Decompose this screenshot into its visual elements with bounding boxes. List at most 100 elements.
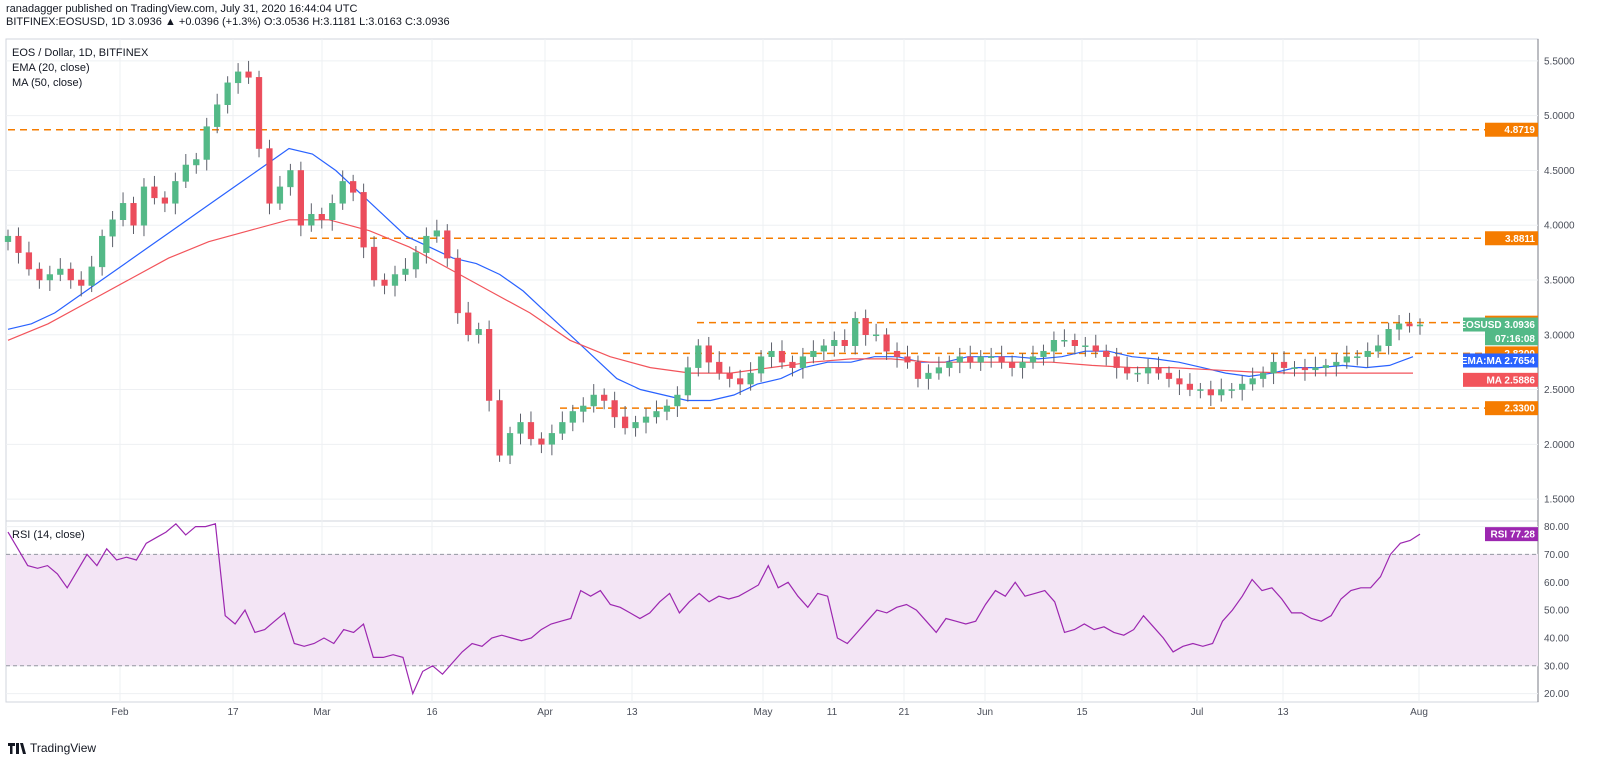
candle-body — [1176, 378, 1183, 385]
y-tick-label: 2.0000 — [1544, 440, 1575, 451]
candle-body — [967, 356, 974, 363]
rsi-band — [6, 553, 1538, 667]
candle-body — [1197, 389, 1204, 391]
candle-body — [768, 350, 775, 357]
candle-body — [517, 422, 524, 434]
chart-header: ranadagger published on TradingView.com,… — [6, 3, 450, 29]
candle-body — [1071, 340, 1078, 346]
candle-body — [569, 411, 576, 423]
candle-body — [78, 279, 85, 286]
candle-body — [1249, 378, 1256, 385]
price-badge-label: EOSUSD 3.0936 — [1459, 320, 1535, 331]
candle-body — [1134, 372, 1141, 375]
candle-body — [151, 186, 158, 199]
rsi-tick-label: 70.00 — [1544, 550, 1569, 561]
candle-body — [1291, 367, 1298, 369]
moving-averages — [7, 147, 1414, 402]
candle-body — [1155, 367, 1162, 374]
legend-title: EOS / Dollar, 1D, BITFINEX — [12, 47, 149, 59]
candle-body — [1375, 345, 1382, 352]
candle-body — [1144, 367, 1152, 374]
axes: Feb 17 Mar 16 Apr 13 May 11 21 Jun 15 Jul 13 Aug 1.500… — [111, 56, 1575, 718]
candle-body — [329, 203, 336, 220]
candle-body — [255, 77, 263, 149]
symbol-ohlc-line: BITFINEX:EOSUSD, 1D 3.0936 ▲ +0.0396 (+1… — [6, 16, 450, 28]
ema-line — [7, 147, 1414, 402]
legend-ma: MA (50, close) — [12, 77, 82, 89]
candle-body — [381, 279, 388, 286]
candle-body — [820, 345, 827, 352]
candle-body — [15, 235, 22, 253]
candle-body — [130, 203, 137, 226]
candle-body — [601, 394, 608, 401]
x-tick-label: 16 — [426, 707, 438, 718]
candle-body — [140, 186, 148, 226]
candle-body — [1395, 323, 1403, 330]
candle-body — [287, 170, 294, 188]
candle-body — [747, 372, 754, 385]
horizontal-levels — [8, 128, 1538, 409]
candle-body — [559, 422, 566, 434]
candle-body — [757, 356, 765, 374]
candle-body — [977, 356, 984, 363]
candle-body — [1113, 356, 1120, 368]
candle-body — [831, 340, 838, 346]
tradingview-logo-icon — [8, 742, 26, 754]
candle-body — [538, 438, 545, 445]
candle-body — [465, 312, 472, 336]
candle-body — [1040, 350, 1047, 357]
candle-body — [778, 350, 786, 363]
candle-body — [1050, 340, 1058, 352]
y-tick-label: 2.5000 — [1544, 385, 1575, 396]
candle-body — [935, 367, 943, 374]
candle-body — [67, 268, 74, 281]
candle-body — [1280, 361, 1288, 368]
candle-body — [46, 274, 53, 281]
candle-body — [1082, 345, 1089, 347]
footer: TradingView — [8, 741, 96, 755]
candle-body — [1228, 389, 1235, 391]
candle-body — [852, 318, 859, 346]
legend-rsi: RSI (14, close) — [12, 529, 85, 541]
x-tick-label: Jul — [1191, 707, 1204, 718]
candle-body — [297, 170, 304, 226]
candle-body — [705, 345, 712, 363]
candle-body — [109, 219, 116, 237]
candle-body — [1061, 340, 1068, 342]
candle-body — [883, 334, 890, 352]
y-tick-label: 5.5000 — [1544, 56, 1575, 67]
candle-body — [444, 230, 451, 259]
level-badge-label: 3.8811 — [1505, 234, 1535, 245]
candle-body — [36, 268, 43, 281]
candle-body — [402, 268, 409, 275]
candle-body — [161, 197, 169, 204]
candle-body — [224, 82, 231, 105]
candle-body — [1322, 365, 1329, 368]
candle-body — [653, 411, 660, 418]
level-badge-label: 2.3300 — [1504, 404, 1535, 415]
x-tick-label: 13 — [626, 707, 638, 718]
x-tick-label: 13 — [1277, 707, 1289, 718]
brand-text: TradingView — [30, 741, 97, 755]
candle-body — [1343, 356, 1350, 363]
candle-body — [88, 266, 95, 286]
x-tick-label: Feb — [111, 707, 129, 718]
candle-body — [580, 405, 587, 412]
candle-body — [1312, 367, 1319, 371]
rsi-tick-label: 80.00 — [1544, 522, 1569, 533]
candles — [4, 60, 1424, 465]
candle-body — [360, 192, 367, 248]
level-badge — [1485, 122, 1538, 137]
candle-body — [370, 246, 378, 281]
candle-body — [611, 400, 618, 418]
candle-body — [1008, 361, 1016, 368]
candle-body — [893, 350, 901, 357]
candle-body — [193, 159, 200, 166]
candle-body — [1270, 361, 1277, 374]
candle-body — [423, 235, 430, 253]
legend-ema: EMA (20, close) — [12, 62, 90, 74]
candle-body — [1165, 372, 1173, 379]
x-tick-label: 11 — [827, 707, 838, 718]
candle-body — [548, 433, 556, 445]
